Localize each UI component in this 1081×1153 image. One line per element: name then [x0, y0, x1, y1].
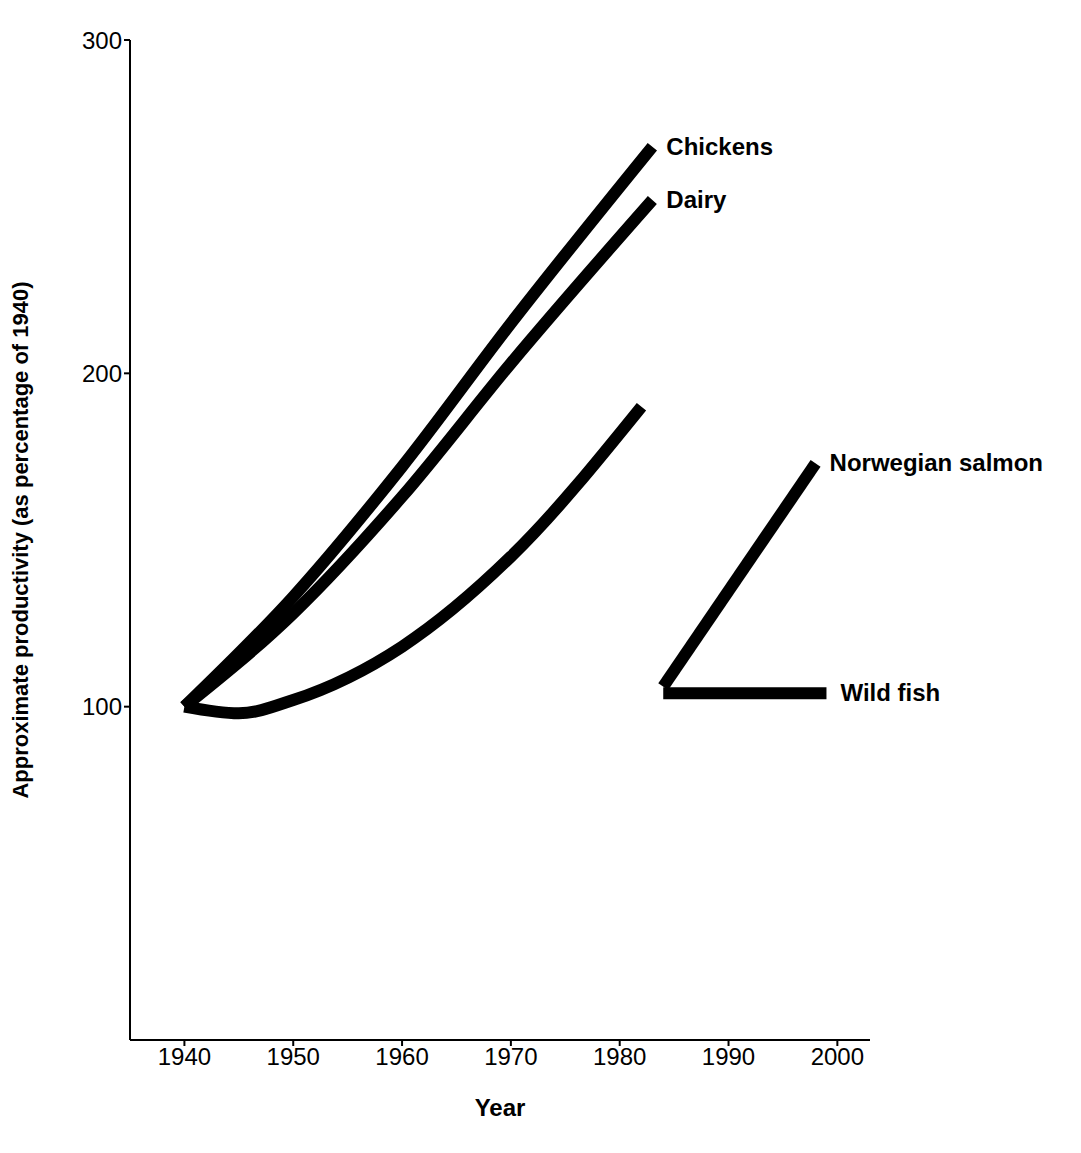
svg-text:100: 100 [82, 693, 122, 720]
svg-text:Year: Year [475, 1094, 526, 1121]
svg-text:Chickens: Chickens [666, 133, 773, 160]
svg-text:Norwegian salmon: Norwegian salmon [830, 449, 1043, 476]
svg-text:1990: 1990 [702, 1043, 755, 1070]
svg-text:1970: 1970 [484, 1043, 537, 1070]
svg-text:2000: 2000 [811, 1043, 864, 1070]
svg-text:1950: 1950 [267, 1043, 320, 1070]
svg-text:300: 300 [82, 27, 122, 54]
svg-text:Wild fish: Wild fish [840, 679, 940, 706]
svg-text:1960: 1960 [375, 1043, 428, 1070]
svg-text:200: 200 [82, 360, 122, 387]
svg-text:1940: 1940 [158, 1043, 211, 1070]
svg-text:Approximate productivity (as p: Approximate productivity (as percentage … [8, 281, 33, 798]
svg-text:1980: 1980 [593, 1043, 646, 1070]
svg-text:Dairy: Dairy [666, 186, 727, 213]
